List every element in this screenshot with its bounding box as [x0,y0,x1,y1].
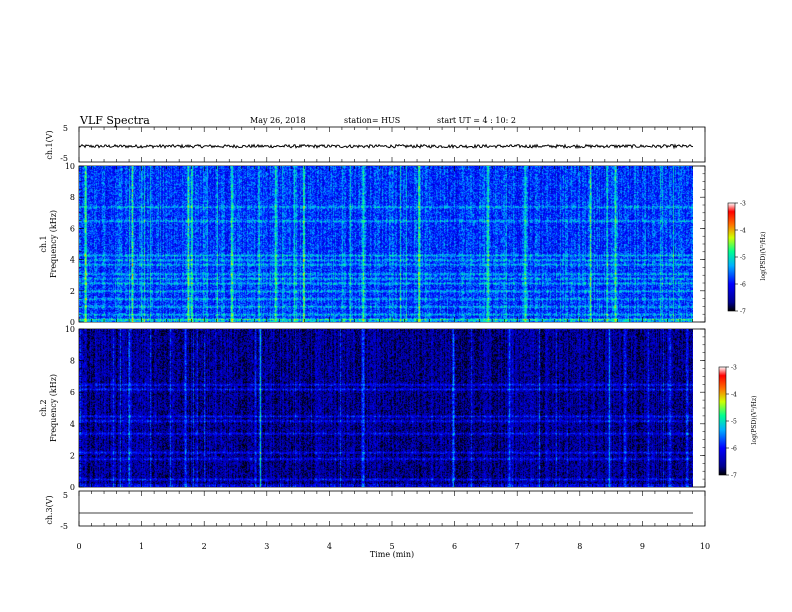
ch2-channel-label: ch.2 [39,399,48,416]
time-axis-label: Time (min) [370,550,414,559]
time-tick-label: 9 [640,542,645,551]
ch2-colorbar: -3 -4 -5 -6 -7 log(PSD)(V²/Hz) [718,365,758,480]
ch1-colorbar-scale [727,202,736,312]
figure-title: VLF Spectra [79,114,150,127]
ch1-colorbar-label: log(PSD)(V²/Hz) [760,232,767,281]
ch1-colorbar-ticks: -3 -4 -5 -6 -7 [735,201,746,316]
ch3-waveform-panel: 5 -5 ch.3(V) [45,490,706,531]
time-tick-label: 7 [515,542,520,551]
time-tick-label: 10 [700,542,710,551]
ch1-colorbar: -3 -4 -5 -6 -7 log(PSD)(V²/Hz) [727,201,767,316]
ch3-waveform-x-ticks [78,491,706,526]
ch1-waveform-line [78,143,694,150]
ch1-frequency-label: Frequency (kHz) [49,210,58,278]
ch2-frequency-label: Frequency (kHz) [49,374,58,442]
y-tick-label: 4 [70,256,75,265]
colorbar-tick-label: -7 [731,473,737,480]
time-tick-label: 0 [76,542,81,551]
ch1-ylabel: ch.1(V) [45,130,54,159]
ch3-ytick-top: 5 [63,491,68,500]
time-tick-label: 6 [452,542,457,551]
ch2-colorbar-scale [718,366,727,476]
ch1-spectrogram-y-ticks: 0 2 4 6 8 10 [65,162,705,327]
y-tick-label: 8 [70,357,75,366]
y-tick-label: 6 [70,388,75,397]
ch1-ytick-bottom: -5 [60,154,68,163]
colorbar-tick-label: -5 [731,419,737,426]
ch1-spectrogram-panel: 0 2 4 6 8 10 ch.1 Frequency (kHz) [39,162,706,327]
y-tick-label: 6 [70,224,75,233]
colorbar-tick-label: -3 [740,201,746,208]
time-axis-tick-labels: 0 1 2 3 4 5 6 7 8 9 10 [76,542,710,551]
colorbar-tick-label: -4 [731,392,737,399]
ch1-waveform-panel: 5 -5 ch.1(V) [45,124,706,163]
ch2-spectrogram-x-ticks [78,329,706,487]
ch1-waveform-x-ticks [78,127,706,162]
colorbar-tick-label: -3 [731,365,737,372]
ch3-ylabel: ch.3(V) [45,495,54,524]
ch2-spectrogram-panel: 0 2 4 6 8 10 ch.2 Frequency (kHz) [39,325,706,492]
time-tick-label: 1 [139,542,144,551]
ch2-colorbar-ticks: -3 -4 -5 -6 -7 [726,365,737,480]
ch3-waveform-frame [78,490,706,527]
y-tick-label: 0 [70,318,75,327]
time-tick-label: 3 [264,542,269,551]
y-tick-label: 4 [70,420,75,429]
ch1-channel-label: ch.1 [39,235,48,252]
time-tick-label: 2 [202,542,207,551]
ch1-ytick-top: 5 [63,124,68,133]
ch2-spectrogram-heatmap [79,329,693,487]
ch1-spectrogram-heatmap [79,166,693,322]
ch2-colorbar-label: log(PSD)(V²/Hz) [751,396,758,445]
time-tick-label: 8 [577,542,582,551]
y-tick-label: 2 [70,451,75,460]
time-tick-label: 5 [389,542,394,551]
ch2-spectrogram-y-ticks: 0 2 4 6 8 10 [65,325,705,492]
y-tick-label: 0 [70,483,75,492]
date-label: May 26, 2018 [250,116,306,125]
y-tick-label: 10 [65,325,75,334]
colorbar-tick-label: -5 [740,255,746,262]
station-label: station= HUS [344,116,400,125]
y-tick-label: 10 [65,162,75,171]
y-tick-label: 2 [70,287,75,296]
colorbar-tick-label: -4 [740,228,746,235]
colorbar-tick-label: -7 [740,309,746,316]
time-tick-label: 4 [327,542,332,551]
ch3-ytick-bottom: -5 [60,522,68,531]
ch1-spectrogram-x-ticks [78,166,706,322]
colorbar-tick-label: -6 [731,446,737,453]
start-ut-label: start UT = 4 : 10: 2 [437,116,516,125]
colorbar-tick-label: -6 [740,282,746,289]
y-tick-label: 8 [70,193,75,202]
